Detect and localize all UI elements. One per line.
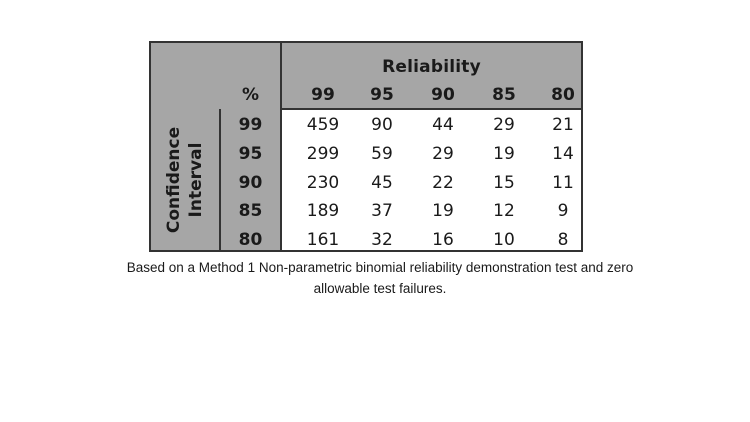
table-cell: 29 <box>493 115 515 135</box>
row-header: 85 <box>238 201 263 221</box>
column-header: 90 <box>431 85 455 105</box>
table-cell: 59 <box>371 144 393 164</box>
corner-label: % <box>241 85 260 105</box>
column-divider <box>280 43 282 250</box>
table-row-header-band <box>151 108 280 250</box>
table-cell: 22 <box>432 173 454 193</box>
reliability-table: Reliability % 99 95 90 85 80 Confidence … <box>149 41 583 252</box>
table-cell: 15 <box>493 173 515 193</box>
table-cell: 189 <box>306 201 340 221</box>
row-group-label-line1: Confidence <box>164 126 184 233</box>
row-group-label-line2: Interval <box>186 142 206 217</box>
table-cell: 21 <box>552 115 574 135</box>
table-cell: 459 <box>306 115 340 135</box>
table-cell: 29 <box>432 144 454 164</box>
table-cell: 32 <box>371 230 393 250</box>
table-header-band <box>151 43 581 110</box>
column-header: 85 <box>492 85 516 105</box>
table-cell: 90 <box>371 115 393 135</box>
caption-line2: allowable test failures. <box>313 281 447 296</box>
column-header: 80 <box>551 85 575 105</box>
table-cell: 12 <box>493 201 515 221</box>
table-cell: 8 <box>557 230 569 250</box>
table-cell: 161 <box>306 230 340 250</box>
row-header: 99 <box>238 115 263 135</box>
table-cell: 44 <box>432 115 454 135</box>
column-group-label: Reliability <box>382 57 481 77</box>
table-cell: 19 <box>432 201 454 221</box>
caption-line1: Based on a Method 1 Non-parametric binom… <box>126 260 634 275</box>
table-cell: 37 <box>371 201 393 221</box>
table-caption: Based on a Method 1 Non-parametric binom… <box>100 257 660 299</box>
column-header: 95 <box>370 85 394 105</box>
table-cell: 19 <box>493 144 515 164</box>
row-group-divider <box>219 109 221 251</box>
row-group-label: Confidence Interval <box>151 109 219 250</box>
row-header: 80 <box>238 230 263 250</box>
table-cell: 14 <box>552 144 574 164</box>
row-header: 90 <box>238 173 263 193</box>
row-header: 95 <box>238 144 263 164</box>
column-header: 99 <box>311 85 335 105</box>
table-cell: 9 <box>557 201 569 221</box>
table-cell: 11 <box>552 173 574 193</box>
table-cell: 230 <box>306 173 340 193</box>
table-cell: 45 <box>371 173 393 193</box>
table-cell: 299 <box>306 144 340 164</box>
table-cell: 16 <box>432 230 454 250</box>
table-cell: 10 <box>493 230 515 250</box>
